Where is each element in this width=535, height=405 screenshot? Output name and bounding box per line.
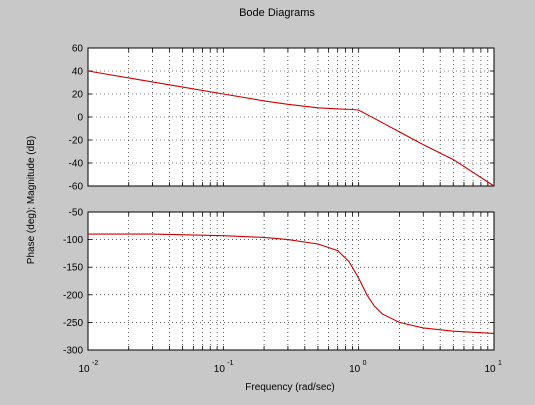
- x-tick-exponent: 0: [363, 360, 367, 367]
- chart-title: Bode Diagrams: [239, 7, 315, 19]
- x-tick-label: 10: [78, 364, 90, 375]
- magnitude-series-line: [87, 70, 495, 187]
- magnitude-grid: [88, 47, 494, 187]
- magnitude-plot-area: [87, 47, 495, 187]
- magnitude-y-ticks: -60 -40 -20 0 20 40 60: [69, 44, 84, 193]
- magnitude-y-tick-label: -40: [69, 159, 84, 170]
- magnitude-y-tick-label: -60: [69, 182, 84, 193]
- phase-series-line: [88, 233, 495, 334]
- phase-series: [88, 233, 495, 334]
- x-tick-exponent: -2: [92, 360, 98, 367]
- phase-y-tick-label: -200: [63, 290, 83, 301]
- magnitude-series: [87, 70, 495, 187]
- magnitude-y-tick-label: -20: [69, 136, 84, 147]
- x-tick-label: 10: [349, 364, 361, 375]
- x-axis-label: Frequency (rad/sec): [245, 382, 334, 393]
- phase-y-ticks: -300 -250 -200 -150 -100 -50: [63, 208, 83, 357]
- phase-y-tick-label: -150: [63, 263, 83, 274]
- magnitude-y-tick-label: 0: [77, 113, 83, 124]
- magnitude-y-tick-label: 20: [72, 90, 84, 101]
- magnitude-y-tick-label: 40: [72, 67, 84, 78]
- magnitude-y-tick-label: 60: [72, 44, 84, 55]
- y-axis-label: Phase (deg); Magnitude (dB): [26, 136, 37, 264]
- phase-grid: [88, 211, 494, 351]
- x-tick-label: 10: [214, 364, 226, 375]
- x-tick-exponent: 1: [498, 360, 502, 367]
- phase-y-tick-label: -50: [69, 208, 84, 219]
- phase-y-tick-label: -300: [63, 346, 83, 357]
- phase-plot-area: [87, 211, 495, 351]
- magnitude-plot: -60 -40 -20 0 20 40 60: [69, 44, 495, 193]
- x-tick-label: 10: [484, 364, 496, 375]
- x-tick-exponent: -1: [227, 360, 233, 367]
- phase-y-tick-label: -100: [63, 235, 83, 246]
- phase-y-tick-label: -250: [63, 318, 83, 329]
